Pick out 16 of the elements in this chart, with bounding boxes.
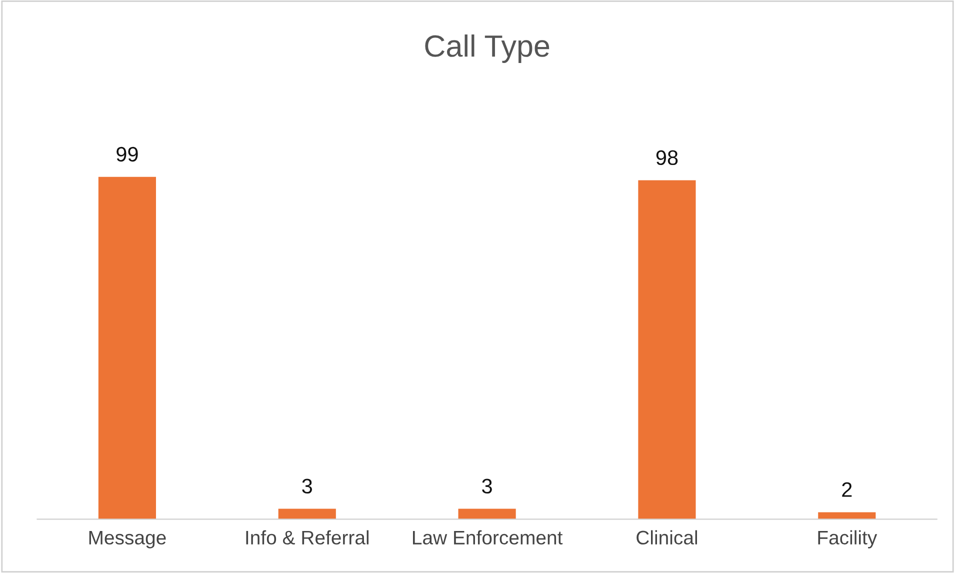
chart-title: Call Type <box>425 34 550 63</box>
bar <box>98 176 156 520</box>
bar <box>818 512 876 520</box>
x-tick-label: Message <box>89 530 166 548</box>
data-label: 98 <box>656 150 678 166</box>
bar <box>638 180 696 520</box>
data-label: 2 <box>842 482 852 497</box>
data-label: 99 <box>116 146 138 162</box>
data-label: 3 <box>482 478 492 494</box>
bar <box>458 508 516 520</box>
x-tick-label: Law Enforcement <box>412 530 563 545</box>
bar <box>278 508 336 520</box>
x-tick-label: Info & Referral <box>246 530 369 545</box>
data-label: 3 <box>302 478 312 494</box>
x-tick-label: Clinical <box>636 530 698 545</box>
x-tick-label: Facility <box>818 530 878 548</box>
